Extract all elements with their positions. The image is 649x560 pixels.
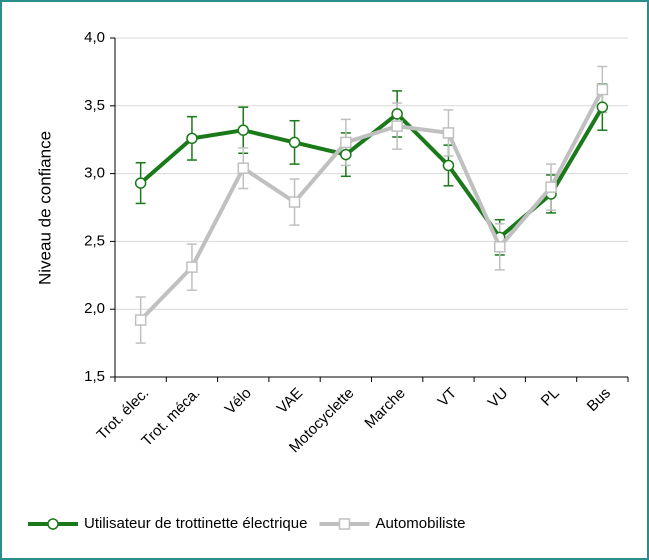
marker [134,177,147,189]
marker [288,136,301,149]
marker [237,162,249,174]
legend-marker [47,518,59,530]
y-tick-label: 3,0 [84,165,105,182]
marker [494,241,506,253]
marker [596,101,609,113]
marker [545,181,557,193]
y-axis-label: Niveau de confiance [35,131,54,285]
marker [596,83,609,96]
legend-label: Automobiliste [375,515,465,532]
marker [186,261,198,273]
marker [442,159,455,172]
y-tick-label: 3,5 [84,97,105,114]
marker [186,132,198,145]
y-tick-label: 2,5 [84,232,105,249]
marker [391,108,403,120]
marker [340,148,352,161]
marker [134,314,147,326]
marker [288,196,301,208]
marker [391,120,403,132]
marker [340,136,352,149]
y-tick-label: 2,0 [84,300,105,317]
y-tick-label: 1,5 [84,368,105,385]
marker [237,124,249,136]
y-tick-label: 4,0 [84,29,105,46]
series-line [139,88,605,322]
legend-marker [338,518,351,530]
legend-label: Utilisateur de trottinette électrique [84,515,307,532]
marker [442,127,455,139]
